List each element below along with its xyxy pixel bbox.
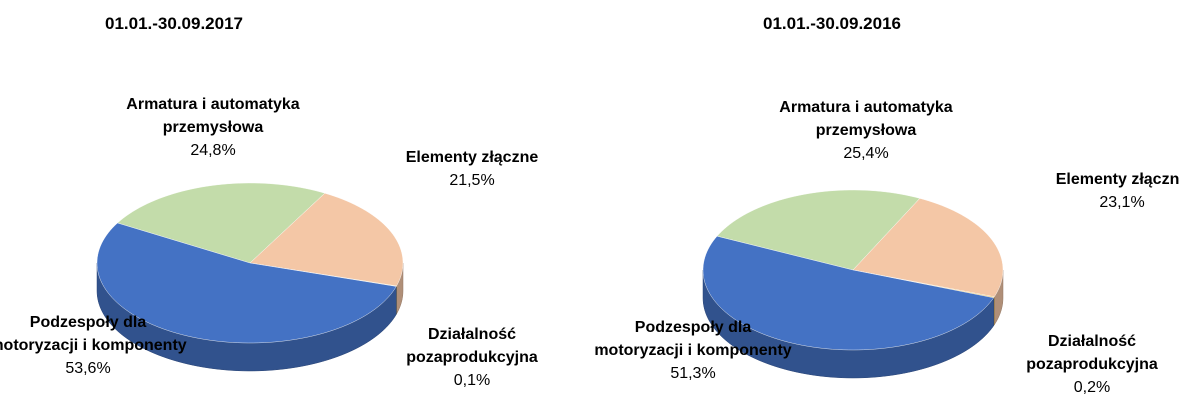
category-label: Działalność pozaprodukcyjna — [1026, 333, 1158, 373]
slice-label: Działalność pozaprodukcyjna 0,1% — [372, 323, 572, 392]
slice-label: Armatura i automatyka przemysłowa 25,4% — [736, 96, 996, 165]
value-label: 0,2% — [1073, 379, 1111, 396]
slice-label: Elementy złączne 21,5% — [392, 146, 552, 192]
category-label: Elementy złączne — [405, 149, 539, 166]
pie-tops — [96, 182, 404, 344]
pie-slice — [852, 198, 1004, 298]
slice-label: Podzespoły dla motoryzacji i komponenty 5… — [593, 316, 793, 385]
value-label: 24,8% — [190, 142, 236, 159]
slice-label: Działalność pozaprodukcyjna 0,2% — [992, 330, 1179, 399]
pie-slice — [117, 182, 326, 264]
pie-tops — [702, 189, 1004, 351]
value-label: 53,6% — [65, 360, 111, 377]
value-label: 0,1% — [453, 372, 491, 389]
chart-title: 01.01.-30.09.2016 — [762, 14, 901, 33]
pie-slice — [716, 189, 921, 271]
category-label: Armatura i automatyka przemysłowa — [126, 96, 300, 136]
category-label: Podzespoły dla motoryzacji i komponenty — [0, 314, 187, 354]
value-label: 25,4% — [843, 145, 889, 162]
category-label: Elementy złączne — [1055, 171, 1179, 188]
slice-label: Podzespoły dla motoryzacji i komponenty 5… — [0, 311, 188, 380]
category-label: Podzespoły dla motoryzacji i komponenty — [594, 319, 792, 359]
chart-title: 01.01.-30.09.2017 — [104, 14, 243, 33]
pie-slice — [249, 192, 404, 287]
value-label: 51,3% — [670, 365, 716, 382]
value-label: 23,1% — [1099, 194, 1145, 211]
category-label: Armatura i automatyka przemysłowa — [779, 99, 953, 139]
pie-slice — [96, 222, 397, 344]
value-label: 21,5% — [449, 172, 495, 189]
pie-slice — [702, 235, 995, 351]
slice-label: Armatura i automatyka przemysłowa 24,8% — [83, 93, 343, 162]
slice-label: Elementy złączne 23,1% — [1042, 168, 1179, 214]
category-label: Działalność pozaprodukcyjna — [406, 326, 538, 366]
